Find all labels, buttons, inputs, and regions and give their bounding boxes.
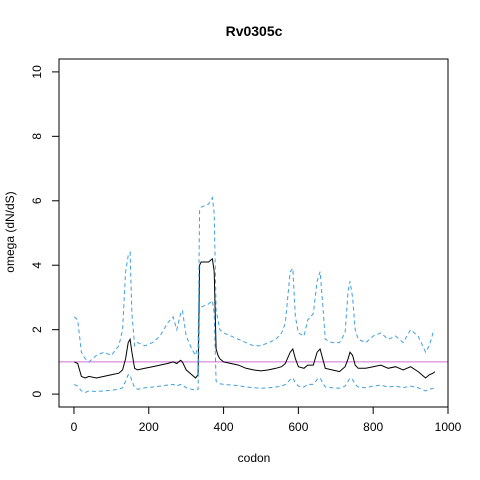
x-tick-label: 600 [288,420,308,434]
y-tick-label: 8 [30,133,44,140]
x-tick-label: 800 [363,420,383,434]
x-tick-label: 1000 [435,420,462,434]
y-axis-label: omega (dN/dS) [3,191,17,272]
x-tick-label: 200 [139,420,159,434]
y-tick-label: 10 [30,65,44,79]
upper-bound-line [73,196,436,363]
y-tick-label: 6 [30,197,44,204]
y-tick-label: 2 [30,326,44,333]
y-tick-label: 4 [30,262,44,269]
x-tick-label: 400 [214,420,234,434]
plot-frame [58,58,449,408]
lower-bound-line [74,299,436,394]
y-tick-label: 0 [30,390,44,397]
x-axis-label: codon [238,451,271,465]
x-tick-label: 0 [71,420,78,434]
plot-lines [59,196,448,394]
omega-estimate-line [74,257,436,379]
chart-title: Rv0305c [226,23,283,39]
